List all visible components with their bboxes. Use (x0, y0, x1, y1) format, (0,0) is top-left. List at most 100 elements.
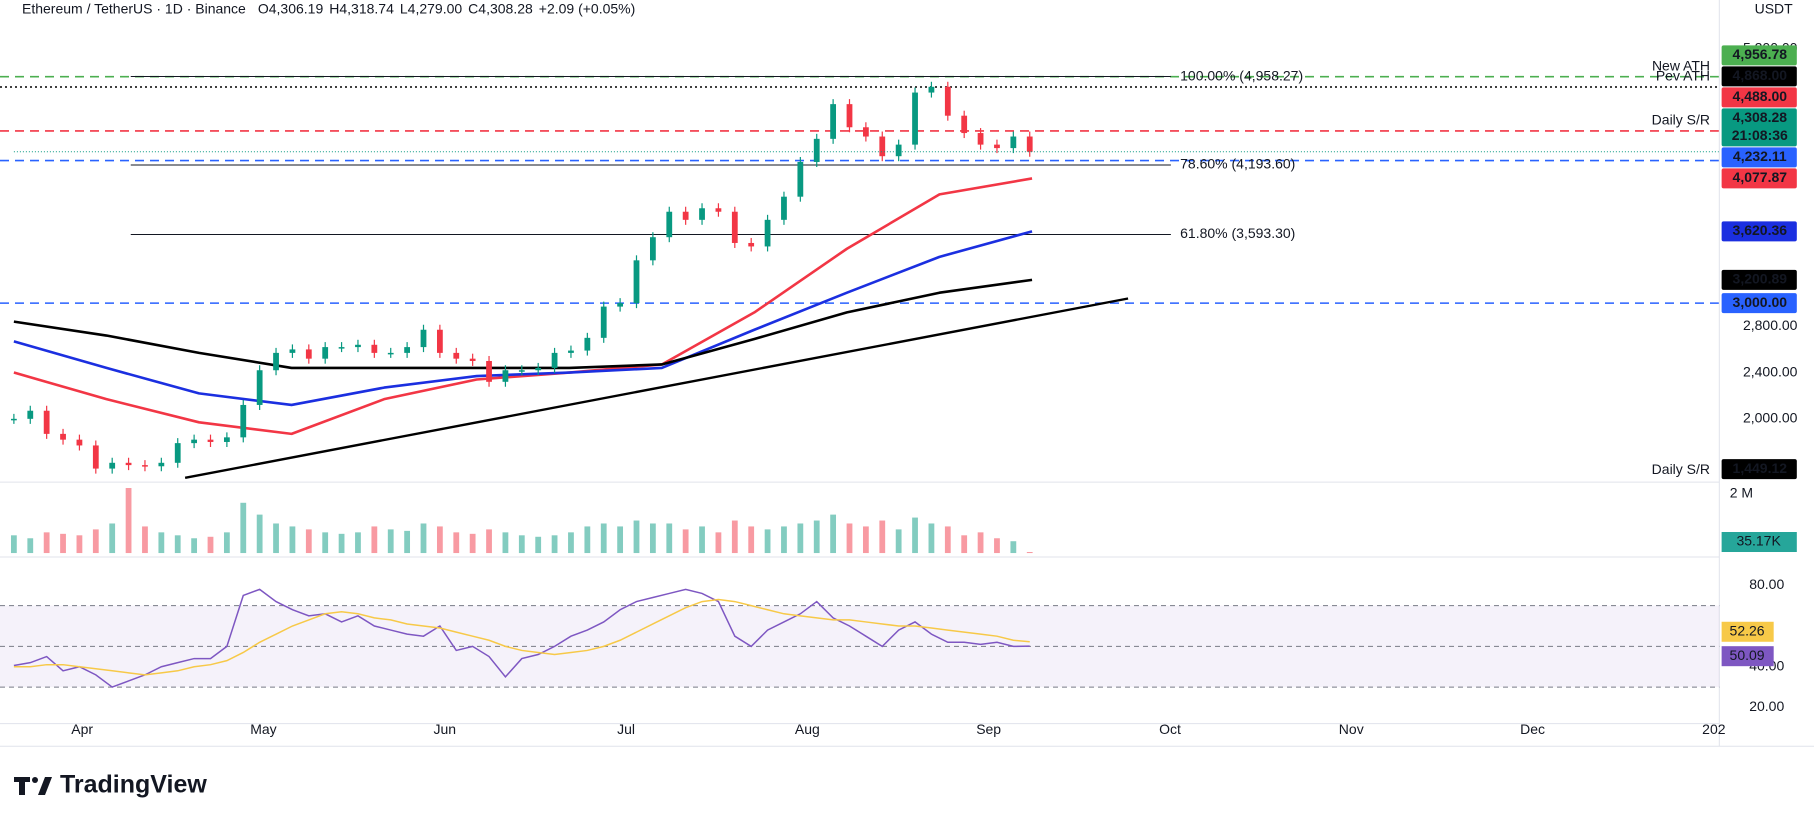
price-label: 1,449.12 (1733, 460, 1788, 476)
x-tick-label: Dec (1520, 721, 1545, 737)
price-label: 4,488.00 (1733, 88, 1788, 104)
volume-bar (813, 520, 820, 554)
candle-body (142, 465, 148, 467)
candle-body (977, 133, 984, 145)
volume-bar (518, 535, 525, 554)
candle-body (715, 208, 722, 212)
volume-bar (535, 536, 542, 554)
price-label-box (1721, 221, 1797, 242)
volume-bar (912, 517, 918, 554)
ohlc-value: 4,308.28 (478, 1, 533, 17)
x-tick-label: Sep (976, 721, 1001, 737)
volume-bar (453, 532, 460, 554)
level-name: New ATH (1652, 57, 1710, 73)
price-label-box (1721, 87, 1797, 108)
y-tick-label: 2,000.00 (1743, 410, 1798, 426)
volume-bar (731, 520, 738, 554)
candle-body (207, 439, 214, 442)
candle-body (928, 86, 935, 93)
candle-body (125, 462, 132, 466)
x-tick-label: Jun (433, 721, 456, 737)
candle-body (420, 329, 427, 348)
candle-body (944, 86, 951, 116)
candle-body (240, 404, 247, 438)
fib-label: 78.60% (4,193.60) (1180, 156, 1295, 172)
volume-bar (207, 536, 214, 554)
volume-bar (158, 532, 165, 554)
moving-average (13, 278, 1033, 370)
volume-bar (584, 526, 591, 554)
price-label-box (1721, 269, 1797, 290)
rsi-last-box (1721, 646, 1774, 667)
logo-icon (32, 777, 38, 783)
candle-body (371, 344, 378, 353)
rsi-tick-label: 80.00 (1749, 576, 1784, 592)
price-label: 3,200.89 (1733, 271, 1788, 287)
candle-body (289, 349, 296, 353)
volume-bar (273, 523, 279, 554)
volume-bar (649, 523, 656, 554)
volume-bar (27, 538, 34, 554)
volume-bar (436, 526, 443, 554)
candle-body (469, 358, 476, 361)
price-label-box (1721, 45, 1797, 66)
price-label: 21:08:36 (1732, 127, 1788, 143)
candle-body (846, 104, 853, 128)
candle-body (895, 144, 902, 157)
candle-body (486, 360, 492, 382)
candle-body (666, 211, 673, 238)
candle-body (633, 260, 640, 304)
fib-label: 100.00% (4,958.27) (1180, 67, 1303, 83)
ohlc-key: C (468, 1, 478, 17)
candle-body (355, 344, 361, 348)
price-label-box (1721, 168, 1797, 189)
ohlc-value: 4,318.74 (339, 1, 394, 17)
volume-bar (682, 529, 689, 554)
volume-bar (961, 535, 968, 554)
price-label-box (1721, 147, 1797, 168)
candle-body (830, 104, 837, 139)
candle-body (1010, 136, 1017, 149)
x-tick-label: Apr (71, 721, 93, 737)
volume-bar (355, 532, 361, 554)
volume-bar (617, 526, 624, 554)
level-name: Pev ATH (1656, 68, 1710, 84)
candle-body (568, 350, 574, 353)
candle-body (322, 347, 329, 359)
volume-bar (797, 523, 804, 554)
volume-bar (944, 526, 951, 554)
candle-body (92, 445, 99, 469)
candle-body (305, 349, 312, 359)
volume-bar (10, 535, 17, 554)
volume-bar (502, 532, 509, 554)
volume-bar (633, 520, 640, 554)
ohlc-key: H (329, 1, 339, 17)
currency: USDT (1755, 1, 1794, 17)
trendline (184, 297, 1129, 480)
volume-bar (371, 526, 378, 554)
candle-body (338, 347, 345, 349)
candle-body (764, 219, 771, 247)
brand: TradingView (60, 771, 207, 799)
volume-bar (256, 514, 263, 554)
rsi-line (13, 588, 1030, 688)
y-tick-label: 2,800.00 (1743, 317, 1798, 333)
x-tick-label: Aug (795, 721, 820, 737)
candle-body (387, 352, 394, 355)
candle-body (109, 462, 116, 469)
volume-tick-label: 2 M (1730, 485, 1753, 501)
volume-bar (404, 530, 411, 554)
volume-last-label: 35.17K (1736, 533, 1781, 549)
price-label: 4,868.00 (1733, 67, 1788, 83)
y-tick-label: 2,400.00 (1743, 363, 1798, 379)
volume-bar (60, 533, 66, 554)
volume-bar (76, 535, 83, 554)
candle-body (10, 418, 17, 421)
level-name: Daily S/R (1652, 461, 1710, 477)
rsi-last-label: 52.26 (1730, 622, 1765, 638)
volume-bar (1026, 552, 1033, 554)
candle-body (584, 337, 591, 351)
volume-bar (568, 532, 574, 554)
volume-bar (43, 532, 50, 554)
volume-bar (1010, 541, 1017, 554)
